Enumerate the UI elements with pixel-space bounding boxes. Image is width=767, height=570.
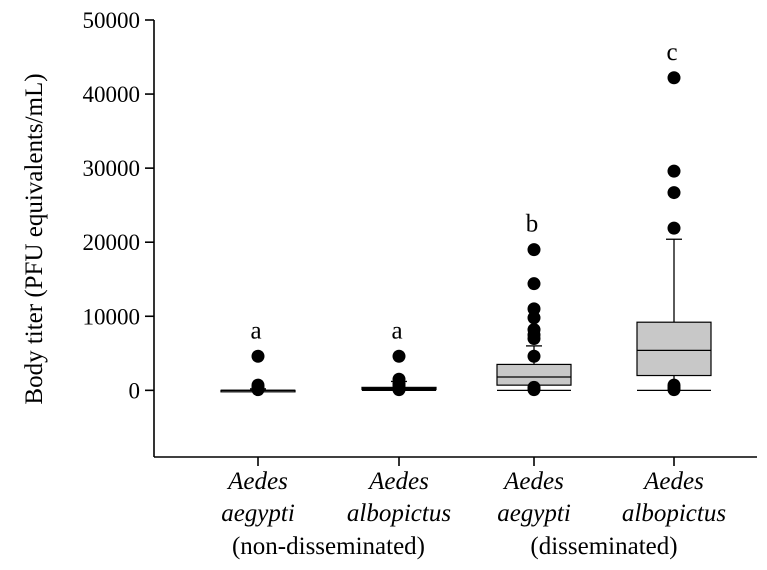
x-category-species-label: Aedes <box>226 468 288 495</box>
significance-letter: a <box>391 317 402 344</box>
axes: 0 10000 20000 30000 40000 50000 <box>83 8 757 466</box>
significance-letter: a <box>250 317 261 344</box>
y-tick-label: 20000 <box>83 230 141 255</box>
y-axis-label: Body titer (PFU equivalents/mL) <box>21 73 48 404</box>
box-series-4: c <box>636 39 712 397</box>
outlier-point <box>251 383 265 397</box>
y-tick-label: 10000 <box>83 304 141 329</box>
x-category-subspecies-label: aegypti <box>497 500 571 527</box>
outlier-point <box>527 331 541 345</box>
outlier-point <box>667 186 681 200</box>
x-group-label: (disseminated) <box>530 533 677 560</box>
outlier-point <box>527 311 541 325</box>
significance-letter: b <box>526 211 539 238</box>
x-category-species-label: Aedes <box>502 468 564 495</box>
axis-labels: Body titer (PFU equivalents/mL) Aedes aegy… <box>21 73 726 560</box>
outlier-point <box>667 383 681 397</box>
outlier-point <box>527 383 541 397</box>
significance-letter: c <box>666 39 677 66</box>
y-tick-label: 40000 <box>83 82 141 107</box>
x-category-species-label: Aedes <box>642 468 704 495</box>
outlier-point <box>527 277 541 291</box>
outlier-point <box>667 71 681 85</box>
outlier-point <box>392 349 406 363</box>
outlier-point <box>527 349 541 363</box>
outlier-point <box>251 349 265 363</box>
outlier-point <box>527 302 541 316</box>
plot-marks: a a b c <box>220 39 712 397</box>
y-tick-label: 0 <box>129 378 141 403</box>
x-category-subspecies-label: aegypti <box>221 500 295 527</box>
box-series-1: a <box>220 317 296 397</box>
x-group-label: (non-disseminated) <box>232 533 425 560</box>
box-series-2: a <box>361 317 437 397</box>
box-series-3: b <box>496 211 572 397</box>
outlier-point <box>667 221 681 235</box>
x-category-subspecies-label: albopictus <box>347 500 451 527</box>
x-category-species-label: Aedes <box>367 468 429 495</box>
x-category-subspecies-label: albopictus <box>622 500 726 527</box>
outlier-point <box>667 164 681 178</box>
outlier-point <box>392 383 406 397</box>
outlier-point <box>527 243 541 257</box>
y-tick-label: 50000 <box>83 8 141 33</box>
box-iqr <box>636 321 712 377</box>
y-tick-label: 30000 <box>83 156 141 181</box>
